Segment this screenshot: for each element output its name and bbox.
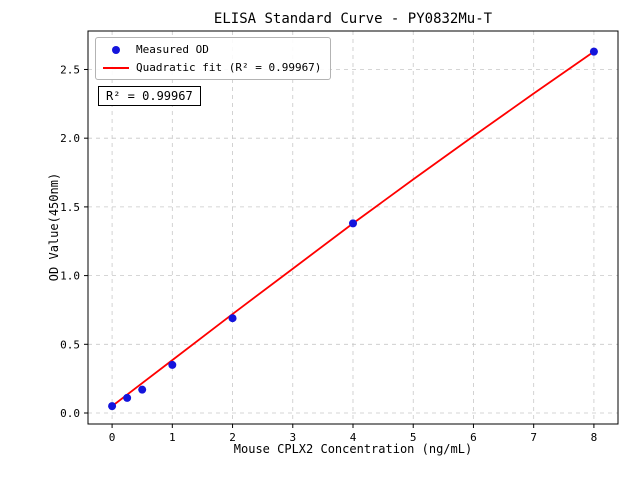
x-tick-label: 3	[289, 431, 296, 444]
data-point	[228, 314, 237, 323]
x-tick-label: 2	[229, 431, 236, 444]
y-tick-label: 1.5	[60, 201, 80, 214]
y-tick-label: 2.0	[60, 132, 80, 145]
line-marker-icon	[103, 66, 129, 69]
data-point	[138, 385, 147, 394]
x-tick-label: 8	[591, 431, 598, 444]
legend-item-measured-od: Measured OD	[103, 43, 321, 56]
y-axis-label: OD Value(450nm)	[47, 172, 61, 282]
x-tick-label: 1	[169, 431, 176, 444]
data-point	[589, 47, 598, 56]
y-tick-label: 0.0	[60, 407, 80, 420]
x-tick-label: 6	[470, 431, 477, 444]
y-tick-label: 0.5	[60, 338, 80, 351]
data-point	[168, 360, 177, 369]
x-tick-label: 0	[109, 431, 116, 444]
x-tick-label: 5	[410, 431, 417, 444]
chart-title: ELISA Standard Curve - PY0832Mu-T	[213, 11, 493, 27]
data-point	[349, 219, 357, 228]
r-squared-annotation: R² = 0.99967	[98, 86, 201, 106]
x-tick-label: 4	[350, 431, 357, 444]
data-point	[123, 393, 132, 402]
x-axis-label: Mouse CPLX2 Concentration (ng/mL)	[233, 442, 473, 456]
y-tick-label: 1.0	[60, 270, 80, 283]
scatter-marker-icon	[112, 45, 120, 54]
x-tick-label: 7	[530, 431, 537, 444]
data-point	[108, 402, 117, 411]
legend-label-measured-od: Measured OD	[136, 43, 209, 56]
legend: Measured OD Quadratic fit (R² = 0.99967)	[95, 37, 332, 80]
legend-label-quadratic-fit: Quadratic fit (R² = 0.99967)	[136, 61, 322, 74]
y-tick-label: 2.5	[60, 63, 80, 76]
legend-item-quadratic-fit: Quadratic fit (R² = 0.99967)	[103, 61, 321, 74]
